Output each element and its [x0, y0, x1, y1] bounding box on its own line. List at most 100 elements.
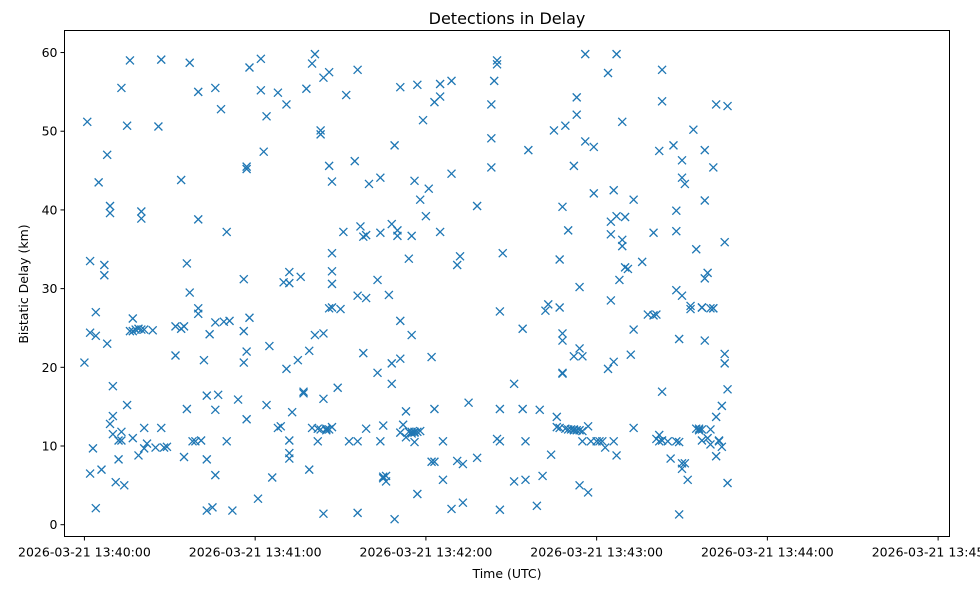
- data-point: [700, 336, 710, 346]
- data-point: [193, 87, 203, 97]
- data-point: [102, 339, 112, 349]
- data-point: [202, 454, 212, 464]
- data-point: [387, 379, 397, 389]
- data-point: [620, 262, 630, 272]
- data-point: [179, 452, 189, 462]
- data-point: [407, 330, 417, 340]
- data-point: [671, 206, 681, 216]
- data-point: [577, 436, 587, 446]
- data-point: [458, 498, 468, 508]
- data-point: [210, 470, 220, 480]
- data-point: [666, 454, 676, 464]
- data-point: [677, 155, 687, 165]
- data-point: [119, 480, 129, 490]
- data-point: [395, 428, 405, 438]
- data-point: [353, 65, 363, 75]
- data-point: [626, 350, 636, 360]
- x-tick-label: 2026-03-21 13:40:00: [18, 545, 151, 560]
- data-point: [287, 407, 297, 417]
- data-point: [495, 404, 505, 414]
- data-point: [327, 422, 337, 432]
- data-point: [327, 248, 337, 258]
- data-point: [669, 140, 678, 150]
- data-point: [558, 329, 567, 338]
- data-point: [674, 334, 684, 344]
- data-point: [282, 100, 291, 109]
- data-point: [284, 454, 294, 464]
- data-point: [324, 67, 334, 77]
- data-point: [392, 225, 402, 235]
- data-point: [720, 237, 730, 247]
- data-point: [216, 104, 226, 114]
- data-point: [108, 381, 118, 391]
- data-point: [697, 436, 707, 445]
- data-point: [116, 427, 126, 437]
- data-point: [677, 464, 687, 474]
- data-point: [558, 369, 567, 379]
- y-tick-label: 30: [42, 281, 58, 296]
- data-point: [210, 83, 220, 93]
- data-point: [159, 443, 169, 453]
- y-tick-label: 0: [50, 517, 58, 532]
- data-point: [304, 346, 314, 356]
- data-point: [703, 268, 713, 278]
- data-point: [410, 176, 419, 186]
- data-point: [171, 321, 180, 331]
- data-point: [424, 184, 434, 194]
- data-point: [492, 55, 502, 65]
- data-point: [262, 111, 272, 121]
- data-point: [674, 510, 684, 519]
- data-point: [629, 325, 639, 334]
- data-point: [486, 133, 496, 143]
- data-point: [691, 244, 701, 254]
- data-point: [555, 255, 565, 264]
- data-point: [486, 100, 496, 109]
- data-point: [401, 406, 411, 416]
- data-point: [245, 313, 254, 323]
- data-point: [708, 162, 718, 172]
- data-point: [233, 395, 243, 405]
- data-point: [350, 156, 360, 166]
- data-point: [256, 85, 266, 95]
- data-point: [242, 414, 252, 424]
- data-point: [222, 436, 232, 446]
- data-point: [85, 328, 95, 338]
- data-point: [341, 90, 351, 100]
- plot-frame: [64, 30, 950, 537]
- data-point: [387, 358, 397, 368]
- data-point: [94, 177, 104, 187]
- data-point: [327, 266, 337, 276]
- data-point: [210, 405, 220, 415]
- y-tick-label: 60: [42, 45, 58, 60]
- data-point: [427, 352, 437, 362]
- data-point: [91, 307, 101, 317]
- data-point: [614, 275, 624, 285]
- data-point: [723, 101, 732, 111]
- data-point: [156, 55, 166, 65]
- data-point: [688, 125, 698, 135]
- data-point: [284, 278, 294, 288]
- data-point: [674, 437, 684, 447]
- data-point: [609, 357, 619, 367]
- data-point: [148, 325, 158, 335]
- data-point: [116, 83, 126, 93]
- x-tick-label: 2026-03-21 13:41:00: [189, 545, 322, 560]
- data-point: [697, 303, 707, 312]
- data-point: [572, 92, 582, 102]
- data-point: [299, 387, 308, 397]
- data-point: [122, 121, 132, 131]
- data-point: [361, 293, 371, 303]
- data-point: [609, 185, 619, 195]
- data-point: [404, 254, 414, 264]
- data-point: [373, 275, 382, 285]
- data-point: [464, 398, 474, 408]
- data-point: [108, 411, 118, 421]
- data-point: [720, 349, 730, 359]
- data-point: [222, 227, 232, 237]
- data-point: [412, 427, 422, 437]
- data-point: [355, 221, 365, 231]
- data-point: [589, 142, 599, 152]
- data-point: [435, 79, 445, 89]
- data-point: [447, 76, 456, 86]
